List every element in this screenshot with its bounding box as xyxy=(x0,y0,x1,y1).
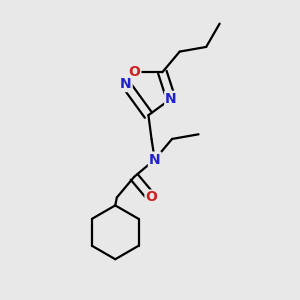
Text: N: N xyxy=(149,153,161,166)
Text: O: O xyxy=(146,190,158,205)
Text: O: O xyxy=(128,65,140,79)
Text: N: N xyxy=(120,77,132,91)
Text: N: N xyxy=(165,92,177,106)
